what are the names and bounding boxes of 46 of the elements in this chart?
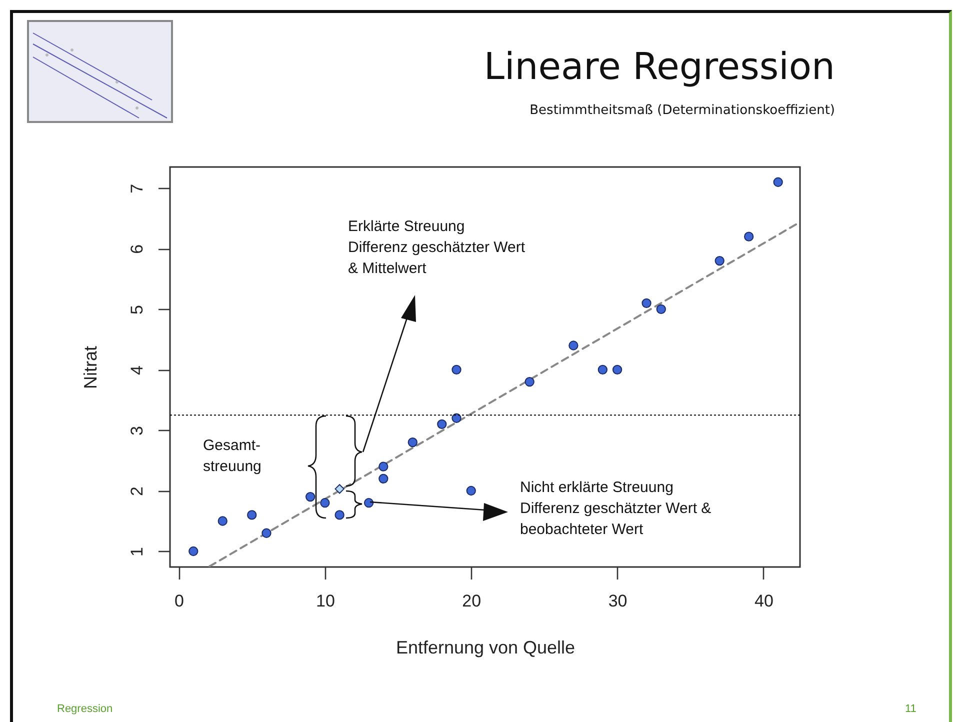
point bbox=[452, 364, 462, 375]
point bbox=[714, 256, 724, 266]
y-tick-label: 3 bbox=[128, 426, 146, 436]
point bbox=[568, 340, 578, 350]
point bbox=[598, 364, 608, 375]
point bbox=[218, 516, 228, 526]
point bbox=[305, 492, 316, 502]
y-tick-label: 2 bbox=[128, 486, 146, 496]
y-tick-label: 4 bbox=[128, 365, 146, 375]
point bbox=[437, 419, 447, 430]
point bbox=[744, 232, 754, 242]
point bbox=[378, 474, 388, 484]
point bbox=[364, 498, 374, 508]
point bbox=[334, 510, 344, 520]
point bbox=[378, 462, 388, 472]
x-tick-label: 0 bbox=[174, 592, 184, 610]
point bbox=[642, 298, 652, 308]
x-tick-label: 40 bbox=[754, 592, 774, 610]
x-tick-label: 30 bbox=[608, 592, 628, 610]
text: 11 bbox=[905, 703, 916, 715]
point bbox=[773, 177, 783, 187]
annotation: Erklärte Streuung Differenz geschätzter Wert & Mittelwert bbox=[348, 218, 526, 277]
y-tick-label: 7 bbox=[128, 184, 146, 194]
x-tick-label: 10 bbox=[316, 592, 335, 610]
x-axis-title: Entfernung von Quelle bbox=[396, 638, 576, 658]
point bbox=[524, 377, 534, 387]
text: Regression bbox=[57, 703, 113, 715]
point bbox=[320, 498, 330, 508]
point bbox=[247, 510, 257, 520]
point bbox=[262, 528, 272, 538]
y-axis-title: Nitrat bbox=[80, 346, 100, 390]
point bbox=[408, 438, 418, 448]
point bbox=[334, 484, 344, 494]
point bbox=[656, 304, 666, 314]
y-tick-label: 5 bbox=[128, 304, 146, 314]
annotation: Gesamt- streuung bbox=[203, 437, 262, 475]
chart-subtitle: Bestimmtheitsmaß (Determinationskoeffizient) bbox=[530, 103, 835, 118]
point bbox=[612, 364, 622, 375]
point bbox=[188, 546, 198, 556]
y-tick-label: 1 bbox=[128, 547, 146, 556]
annotation: Nicht erklärte Streuung Differenz geschätzter Wert & beobachteter Wert bbox=[520, 479, 712, 538]
point bbox=[452, 413, 462, 423]
chart-title: Lineare Regression bbox=[484, 45, 835, 88]
y-tick-label: 6 bbox=[128, 244, 146, 254]
point bbox=[466, 486, 476, 496]
x-tick-label: 20 bbox=[462, 592, 482, 610]
